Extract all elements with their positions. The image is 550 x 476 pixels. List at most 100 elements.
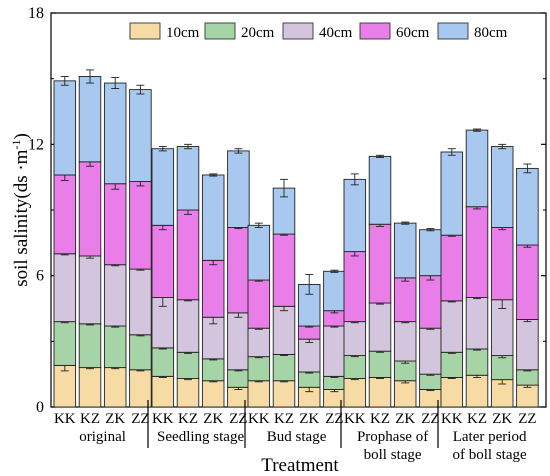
bar-segment-10cm <box>247 380 271 408</box>
bar-segment-40cm <box>176 299 200 353</box>
bar-segment-60cm <box>227 227 250 314</box>
bar-segment-40cm <box>129 268 152 336</box>
bar-segment-10cm <box>440 377 464 408</box>
group-label: Seedling stage <box>157 429 244 445</box>
x-tick-label: KK <box>344 411 366 427</box>
bar-segment-20cm <box>227 369 250 388</box>
legend-swatch-60cm <box>359 22 391 40</box>
bar-segment-40cm <box>419 327 442 375</box>
bar-segment-10cm <box>151 375 175 408</box>
bar-segment-20cm <box>297 371 321 388</box>
bar-segment-20cm <box>201 358 225 382</box>
x-tick-label: KZ <box>80 411 100 427</box>
legend-label-20cm: 20cm <box>241 25 275 41</box>
bar-segment-10cm <box>272 380 296 408</box>
bar-segment-60cm <box>440 234 464 302</box>
x-tick-label: ZK <box>203 411 223 427</box>
bar-segment-40cm <box>103 264 127 327</box>
x-tick-label: KK <box>54 411 76 427</box>
bar-segment-80cm <box>516 167 539 246</box>
y-tick-label: 12 <box>28 136 44 153</box>
legend-label-40cm: 40cm <box>319 25 353 41</box>
y-tick-label: 18 <box>28 5 44 22</box>
legend-swatch-80cm <box>437 22 469 40</box>
x-tick-label: KZ <box>178 411 198 427</box>
bar-segment-40cm <box>272 305 296 355</box>
bar-segment-20cm <box>465 348 489 376</box>
bar-segment-40cm <box>393 321 417 362</box>
x-axis-label: Treatment <box>261 455 339 476</box>
bar-segment-20cm <box>247 356 271 382</box>
x-tick-label: ZK <box>105 411 125 427</box>
bar-segment-20cm <box>419 373 442 390</box>
bar-segment-20cm <box>129 334 152 371</box>
bar-segment-60cm <box>176 209 200 301</box>
bar-segment-10cm <box>201 380 225 408</box>
bar-segment-40cm <box>323 325 346 377</box>
bar-segment-20cm <box>516 369 539 386</box>
x-tick-label: ZZ <box>229 411 247 427</box>
bar-segment-20cm <box>368 350 392 378</box>
y-axis-label-main: soil salinity(ds ·m <box>11 149 32 286</box>
bar-segment-60cm <box>53 174 77 255</box>
legend-label-10cm: 10cm <box>166 25 200 41</box>
legend-swatch-10cm <box>129 22 161 40</box>
group-label: Bud stage <box>267 429 327 445</box>
bar-segment-40cm <box>227 312 250 371</box>
bar-segment-20cm <box>176 351 200 379</box>
bar-segment-80cm <box>103 82 127 185</box>
bar-segment-10cm <box>53 364 77 408</box>
bar-segment-40cm <box>53 253 77 323</box>
bar-segment-10cm <box>343 378 367 408</box>
y-axis-label-close: ) <box>11 133 32 139</box>
x-tick-label: ZZ <box>421 411 439 427</box>
bar-segment-60cm <box>151 224 175 299</box>
bar-segment-60cm <box>393 277 417 323</box>
bar-segment-10cm <box>103 367 127 408</box>
x-tick-label: KK <box>248 411 270 427</box>
bar-segment-80cm <box>440 151 464 236</box>
bar-segment-20cm <box>440 351 464 378</box>
bar-segment-60cm <box>103 183 127 266</box>
y-axis-label-superscript: -1 <box>9 140 23 150</box>
bar-segment-40cm <box>297 338 321 373</box>
bar-segment-20cm <box>103 325 127 369</box>
x-tick-label: ZZ <box>518 411 536 427</box>
bar-segment-20cm <box>151 347 175 377</box>
bar-segment-80cm <box>176 146 200 211</box>
bar-segment-40cm <box>78 255 102 325</box>
bar-segment-40cm <box>465 297 489 350</box>
bar-segment-20cm <box>490 355 514 381</box>
bar-segment-80cm <box>368 155 392 225</box>
group-label: original <box>79 429 126 445</box>
bar-segment-80cm <box>393 222 417 279</box>
bar-segment-60cm <box>78 161 102 257</box>
bar-segment-20cm <box>393 360 417 382</box>
bar-segment-10cm <box>78 367 102 408</box>
y-tick-label: 6 <box>36 268 44 285</box>
legend-swatch-40cm <box>282 22 314 40</box>
bar-segment-40cm <box>343 321 367 357</box>
bar-segment-60cm <box>368 223 392 304</box>
bar-segment-60cm <box>516 244 539 320</box>
bar-segment-20cm <box>323 375 346 390</box>
x-tick-label: ZZ <box>131 411 149 427</box>
bar-segment-40cm <box>368 302 392 352</box>
legend-label-60cm: 60cm <box>396 25 430 41</box>
bar-segment-10cm <box>227 386 250 408</box>
bar-segment-80cm <box>151 148 175 226</box>
legend-swatch-20cm <box>204 22 236 40</box>
group-label-line1: Prophase of <box>357 429 428 445</box>
bar-segment-60cm <box>247 279 271 329</box>
group-label-line1: Later period <box>453 429 527 445</box>
x-tick-label: KZ <box>467 411 487 427</box>
bar-segment-80cm <box>78 76 102 163</box>
x-tick-label: ZK <box>299 411 319 427</box>
bar-segment-80cm <box>53 80 77 176</box>
x-tick-label: ZZ <box>325 411 343 427</box>
y-tick-label: 0 <box>36 399 44 416</box>
bar-segment-80cm <box>227 150 250 228</box>
bar-segment-80cm <box>323 270 346 312</box>
